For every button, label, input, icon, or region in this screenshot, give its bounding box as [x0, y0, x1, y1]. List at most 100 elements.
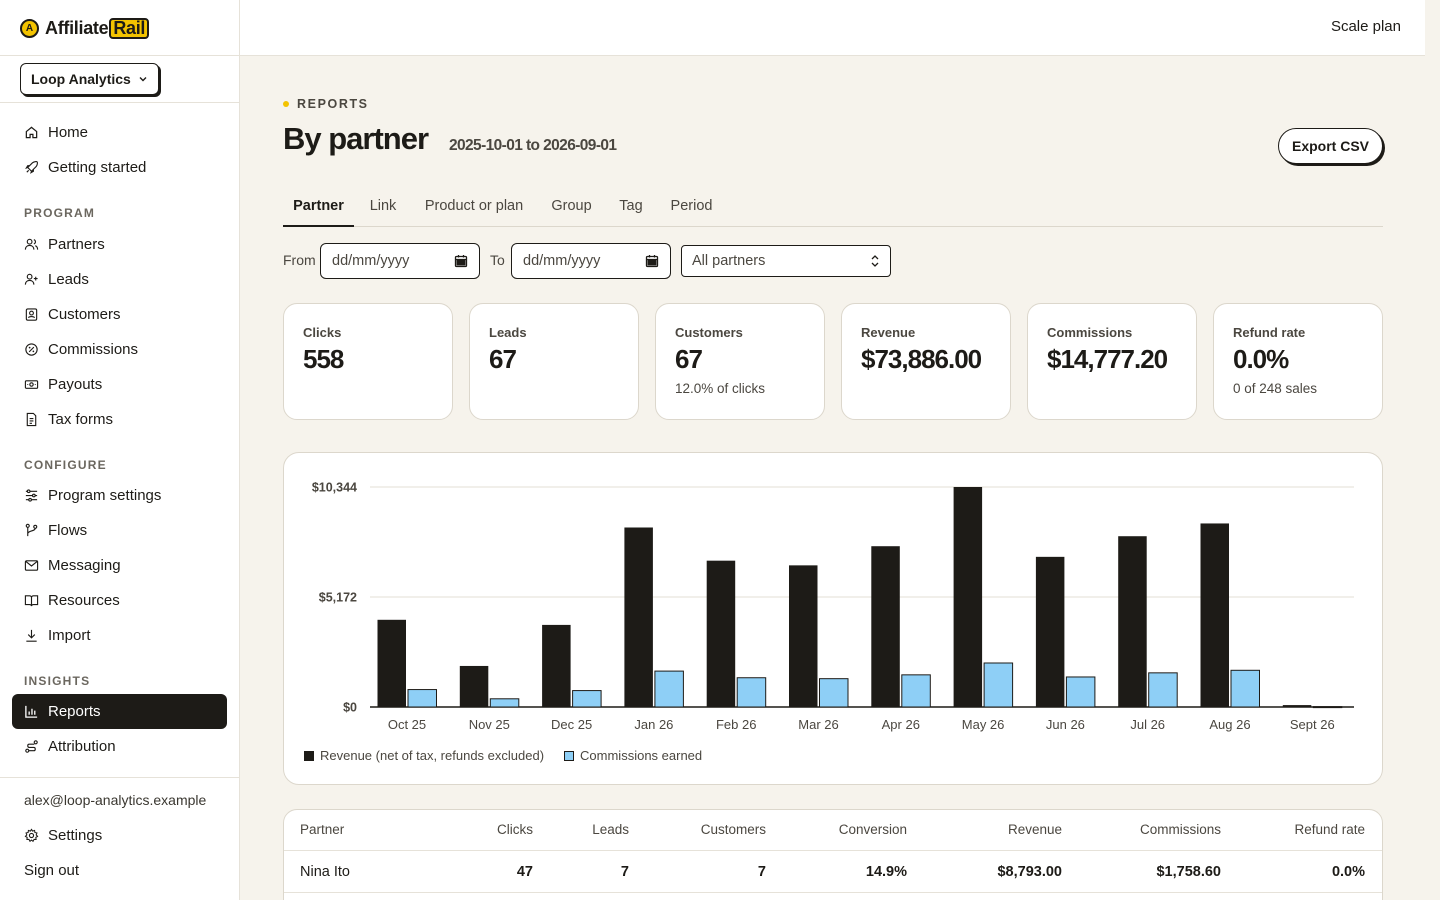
nav-item-label: Tax forms	[48, 411, 114, 428]
legend-label: Revenue (net of tax, refunds excluded)	[320, 748, 545, 763]
scale-plan-link[interactable]: Scale plan	[1330, 18, 1401, 35]
tab-period[interactable]: Period	[670, 198, 713, 214]
column-header-refund-rate[interactable]: Refund rate	[1294, 822, 1365, 837]
revenue-bar	[789, 565, 818, 707]
book-icon	[24, 595, 39, 607]
tab-product-or-plan[interactable]: Product or plan	[424, 198, 524, 214]
y-tick-label: $0	[343, 701, 357, 715]
column-header-customers[interactable]: Customers	[700, 822, 766, 837]
nav-item-customers[interactable]: Customers	[12, 297, 227, 332]
report-date-range: 2025-10-01 to 2026-09-01	[449, 137, 617, 154]
column-header-leads[interactable]: Leads	[592, 822, 629, 837]
git-branch-icon	[25, 523, 38, 537]
nav-item-messaging[interactable]: Messaging	[12, 548, 227, 583]
x-tick-label: Jan 26	[634, 717, 673, 732]
stat-card-commissions: Commissions $14,777.20	[1027, 303, 1197, 420]
tab-tag[interactable]: Tag	[619, 198, 643, 214]
revenue-commissions-chart: $0 $5,172 $10,344 Oct 25 Nov 25 Dec 25 Jan 26 F…	[312, 481, 1354, 732]
nav-item-attribution[interactable]: Attribution	[12, 729, 227, 764]
settings-link[interactable]: Settings	[24, 827, 102, 844]
stat-subtext: 0 of 248 sales	[1233, 381, 1318, 396]
x-tick-label: Jun 26	[1046, 717, 1085, 732]
workspace-name: Loop Analytics	[31, 71, 131, 87]
column-header-commissions[interactable]: Commissions	[1139, 822, 1221, 837]
user-plus-icon	[24, 273, 38, 285]
nav-section-program: PROGRAM	[24, 206, 96, 220]
nav-item-reports[interactable]: Reports	[12, 694, 227, 729]
revenue-bar	[1282, 705, 1312, 707]
revenue-bar	[1200, 523, 1229, 707]
commission-bar	[1312, 706, 1343, 709]
nav-item-commissions[interactable]: Commissions	[12, 332, 227, 367]
nav-item-label: Payouts	[48, 376, 103, 393]
cell-partner[interactable]: Nina Ito	[300, 864, 350, 880]
stat-label: Clicks	[303, 325, 342, 340]
partner-select[interactable]: All partners	[681, 245, 891, 277]
stat-value: $73,886.00	[861, 344, 982, 374]
revenue-bar	[459, 665, 489, 707]
eyebrow-label: REPORTS	[297, 97, 369, 111]
nav-item-home[interactable]: Home	[12, 115, 227, 150]
workspace-switcher[interactable]: Loop Analytics	[20, 63, 159, 95]
download-icon	[26, 629, 37, 642]
account-panel: alex@loop-analytics.example Settings Sig…	[0, 777, 239, 900]
column-header-revenue[interactable]: Revenue	[1007, 822, 1062, 837]
nav-item-label: Getting started	[48, 159, 147, 176]
nav-item-payouts[interactable]: Payouts	[12, 367, 227, 402]
nav-item-program-settings[interactable]: Program settings	[12, 478, 227, 513]
nav-item-import[interactable]: Import	[12, 618, 227, 653]
export-csv-button[interactable]: Export CSV	[1278, 128, 1383, 164]
nav-item-label: Partners	[48, 236, 105, 253]
brand-logo[interactable]: A Affiliate Rail	[20, 16, 150, 40]
nav-item-label: Import	[48, 627, 91, 644]
commission-bar	[1230, 669, 1260, 708]
to-date-input[interactable]: dd/mm/yyyy	[511, 243, 671, 279]
contact-icon	[25, 308, 38, 321]
legend-item-commissions: Commissions earned	[564, 748, 702, 763]
revenue-bar	[542, 624, 571, 707]
x-tick-label: Mar 26	[798, 717, 838, 732]
page-scrollbar[interactable]	[1425, 0, 1440, 900]
column-header-clicks[interactable]: Clicks	[497, 822, 533, 837]
nav-item-flows[interactable]: Flows	[12, 513, 227, 548]
x-tick-label: Jul 26	[1130, 717, 1165, 732]
calendar-icon[interactable]	[645, 254, 659, 268]
stat-subtext: 12.0% of clicks	[675, 381, 766, 396]
page-eyebrow: REPORTS	[283, 97, 369, 111]
nav-item-getting-started[interactable]: Getting started	[12, 150, 227, 185]
report-tabs: Partner Link Product or plan Group Tag P…	[283, 188, 1383, 227]
nav-item-label: Leads	[48, 271, 89, 288]
nav-item-resources[interactable]: Resources	[12, 583, 227, 618]
cell-commissions: $1,758.60	[1156, 864, 1221, 880]
cell-revenue: $8,793.00	[997, 864, 1062, 880]
settings-label: Settings	[48, 827, 103, 844]
sign-out-link[interactable]: Sign out	[24, 862, 80, 879]
from-date-placeholder: dd/mm/yyyy	[332, 253, 410, 269]
commission-bar	[819, 678, 849, 708]
nav-item-leads[interactable]: Leads	[12, 262, 227, 297]
column-header-partner[interactable]: Partner	[300, 822, 345, 837]
nav-item-tax-forms[interactable]: Tax forms	[12, 402, 227, 437]
page-title: By partner	[283, 121, 429, 156]
cell-conversion: 14.9%	[865, 864, 907, 880]
table-row[interactable]: Nina Ito 47 7 7 14.9% $8,793.00 $1,758.6…	[284, 851, 1382, 893]
stat-card-customers: Customers 67 12.0% of clicks	[655, 303, 825, 420]
brand-name-part2: Rail	[109, 17, 150, 39]
calendar-icon[interactable]	[454, 254, 468, 268]
x-tick-label: Aug 26	[1209, 717, 1250, 732]
tab-partner[interactable]: Partner	[283, 188, 354, 227]
nav-item-partners[interactable]: Partners	[12, 227, 227, 262]
brand-name: Affiliate Rail	[45, 17, 150, 39]
tab-group[interactable]: Group	[551, 198, 592, 214]
from-date-input[interactable]: dd/mm/yyyy	[320, 243, 480, 279]
chevron-up-down-icon	[871, 255, 879, 267]
x-tick-label: May 26	[962, 717, 1005, 732]
revenue-bar	[871, 546, 900, 707]
stat-card-revenue: Revenue $73,886.00	[841, 303, 1011, 420]
column-header-conversion[interactable]: Conversion	[838, 822, 907, 837]
partner-table: Partner Clicks Leads Customers Conversio…	[283, 809, 1383, 900]
cell-clicks: 47	[516, 864, 533, 880]
top-bar: Scale plan	[240, 0, 1425, 56]
tab-link[interactable]: Link	[369, 198, 397, 214]
from-label: From	[283, 252, 316, 268]
